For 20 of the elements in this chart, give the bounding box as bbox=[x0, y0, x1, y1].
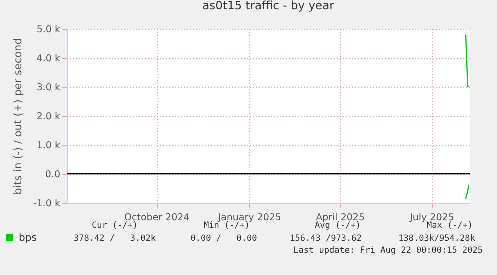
text: 0.00 / 0.00 bbox=[190, 234, 258, 244]
y-tick-label: 5.0 k bbox=[36, 24, 61, 36]
y-tick-label: 3.0 k bbox=[36, 82, 61, 94]
y-axis-title: bits in (-) / out (+) per second bbox=[12, 38, 24, 195]
y-tick-label: -1.0 k bbox=[33, 198, 61, 210]
text: Last update: Fri Aug 22 00:00:15 2025 bbox=[294, 246, 483, 256]
x-tick-label: January 2025 bbox=[217, 212, 282, 224]
y-tick-label: 2.0 k bbox=[36, 112, 61, 122]
y-tick-label: 0.0 bbox=[45, 170, 60, 180]
text: Min (-/+) bbox=[204, 221, 250, 231]
y-tick-label: 1.0 k bbox=[36, 140, 61, 152]
text: Max (-/+) bbox=[426, 221, 474, 231]
text: 378.42 / 3.02k bbox=[74, 234, 156, 244]
text: 156.43 /973.62 bbox=[290, 234, 362, 244]
text: 138.03k/954.28k bbox=[398, 234, 476, 244]
text: Avg (-/+) bbox=[314, 221, 362, 231]
y-tick-label: 4.0 k bbox=[36, 54, 61, 64]
legend-label: bps bbox=[19, 233, 37, 244]
text: Cur (-/+) bbox=[92, 221, 138, 231]
chart-title: as0t15 traffic - by year bbox=[202, 0, 335, 12]
